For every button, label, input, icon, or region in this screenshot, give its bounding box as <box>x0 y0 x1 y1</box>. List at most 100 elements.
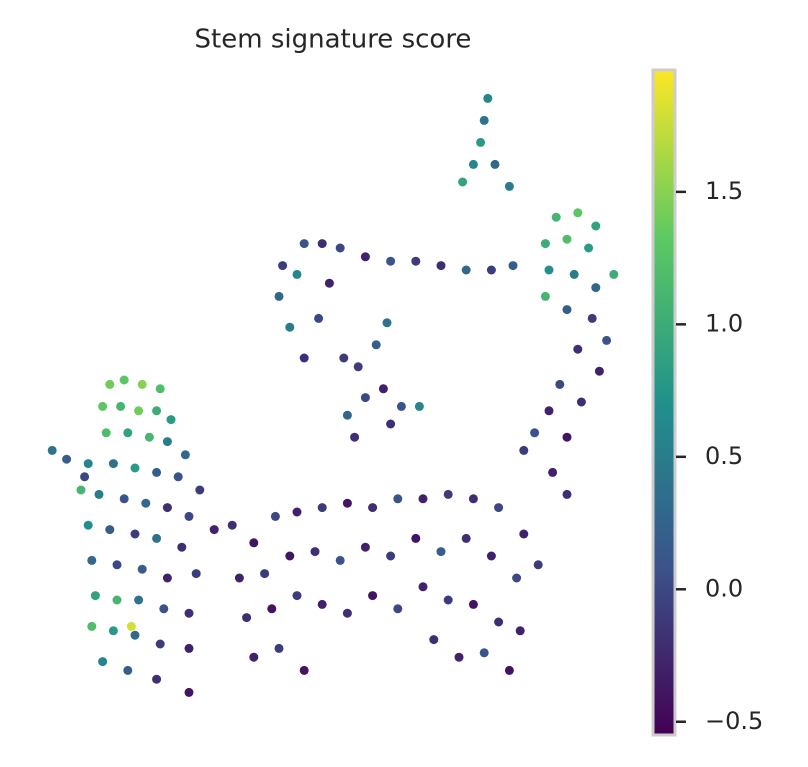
point <box>360 252 370 262</box>
point <box>454 652 464 662</box>
point <box>443 489 453 499</box>
point <box>562 489 572 499</box>
point <box>227 520 237 530</box>
point <box>152 467 162 477</box>
point <box>130 529 140 539</box>
point <box>184 608 194 618</box>
point <box>443 595 453 605</box>
point <box>137 564 147 574</box>
point <box>94 489 104 499</box>
point <box>270 511 280 521</box>
point <box>418 494 428 504</box>
point <box>112 560 122 570</box>
point <box>486 265 496 275</box>
point <box>490 159 500 169</box>
point <box>180 450 190 460</box>
point <box>386 256 396 266</box>
point <box>335 243 345 253</box>
point <box>274 643 284 653</box>
point <box>393 604 403 614</box>
point <box>504 181 514 191</box>
point <box>101 428 111 438</box>
point <box>555 379 565 389</box>
point <box>162 573 172 583</box>
point <box>584 243 594 253</box>
point <box>479 115 489 125</box>
point <box>562 432 572 442</box>
point <box>544 265 554 275</box>
point <box>126 621 136 631</box>
point <box>144 432 154 442</box>
point <box>130 463 140 473</box>
point <box>479 648 489 658</box>
point <box>540 291 550 301</box>
point <box>540 239 550 249</box>
point <box>551 212 561 222</box>
point <box>342 498 352 508</box>
point <box>429 635 439 645</box>
point <box>396 401 406 411</box>
point <box>184 511 194 521</box>
point <box>339 353 349 363</box>
point <box>382 318 392 328</box>
point <box>123 428 133 438</box>
point <box>386 419 396 429</box>
point <box>591 283 601 293</box>
point <box>155 384 165 394</box>
point <box>105 525 115 535</box>
point <box>411 533 421 543</box>
point <box>530 428 540 438</box>
point <box>317 239 327 249</box>
point <box>317 599 327 609</box>
chart-title: Stem signature score <box>195 25 472 55</box>
point <box>360 393 370 403</box>
point <box>576 397 586 407</box>
point <box>62 454 72 464</box>
point <box>418 582 428 592</box>
point <box>116 401 126 411</box>
point <box>159 604 169 614</box>
point <box>573 344 583 354</box>
point <box>342 410 352 420</box>
point <box>476 137 486 147</box>
point <box>368 503 378 513</box>
point <box>360 542 370 552</box>
point <box>411 256 421 266</box>
point <box>285 551 295 561</box>
point <box>569 269 579 279</box>
point <box>461 265 471 275</box>
point <box>317 503 327 513</box>
point <box>436 261 446 271</box>
point <box>591 221 601 231</box>
point <box>371 340 381 350</box>
point <box>594 366 604 376</box>
point <box>533 560 543 570</box>
point <box>162 437 172 447</box>
point <box>137 379 147 389</box>
point <box>609 269 619 279</box>
point <box>108 626 118 636</box>
point <box>242 613 252 623</box>
point <box>47 445 57 455</box>
point <box>87 555 97 565</box>
point <box>155 639 165 649</box>
point <box>512 573 522 583</box>
point <box>166 415 176 425</box>
point <box>141 498 151 508</box>
point <box>483 93 493 103</box>
point <box>314 313 324 323</box>
point <box>87 621 97 631</box>
point <box>573 208 583 218</box>
point <box>562 305 572 315</box>
point <box>83 520 93 530</box>
point <box>108 459 118 469</box>
point <box>515 626 525 636</box>
colorbar-tick-label: 0.0 <box>705 574 743 602</box>
point <box>368 591 378 601</box>
point <box>587 313 597 323</box>
point <box>378 384 388 394</box>
point <box>278 261 288 271</box>
point <box>468 159 478 169</box>
point <box>436 547 446 557</box>
